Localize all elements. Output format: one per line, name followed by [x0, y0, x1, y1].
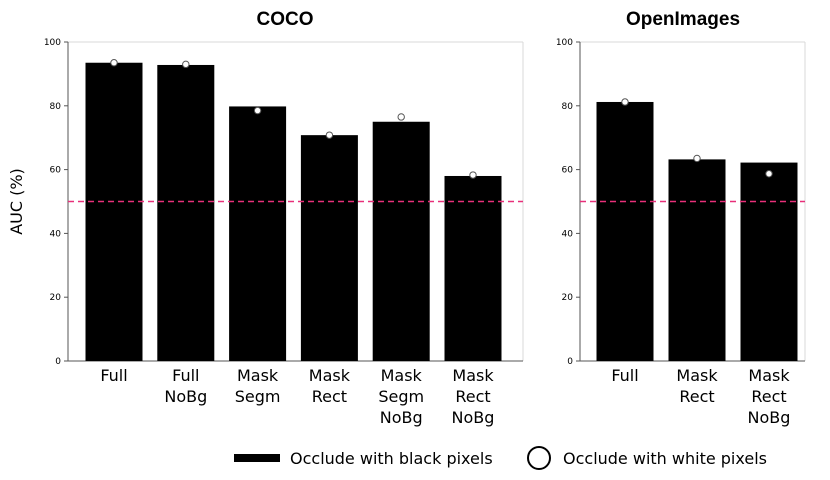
bar-black-3: [229, 106, 287, 361]
y-tick-label: 100: [44, 38, 61, 48]
y-tick-label: 20: [562, 293, 574, 303]
y-tick-label: 80: [562, 102, 574, 112]
x-tick-label: NoBg: [380, 408, 423, 427]
y-tick-label: 0: [55, 357, 61, 367]
x-tick-label: Rect: [679, 387, 714, 406]
bar-black-1: [85, 62, 143, 362]
y-axis-label: AUC (%): [7, 168, 26, 235]
x-tick-label: Rect: [455, 387, 490, 406]
y-tick-label: 0: [567, 357, 573, 367]
bar-black-5: [372, 121, 430, 361]
bar-black-2: [668, 159, 726, 361]
point-white-6: [469, 171, 477, 179]
x-tick-label: Full: [100, 366, 127, 385]
y-tick-label: 40: [50, 229, 62, 239]
x-tick-label: Mask: [381, 366, 423, 385]
legend-swatch-bar: [234, 454, 280, 462]
x-tick-label: Rect: [312, 387, 347, 406]
y-tick-label: 40: [562, 229, 574, 239]
legend-label-white: Occlude with white pixels: [563, 449, 767, 468]
x-tick-label: Segm: [378, 387, 424, 406]
x-tick-label: Full: [172, 366, 199, 385]
y-tick-label: 60: [562, 166, 574, 176]
x-tick-label: NoBg: [748, 408, 791, 427]
y-tick-label: 20: [50, 293, 62, 303]
legend: Occlude with black pixels Occlude with wh…: [234, 446, 767, 470]
x-tick-label: Segm: [235, 387, 281, 406]
legend-label-black: Occlude with black pixels: [290, 449, 493, 468]
x-tick-label: Mask: [309, 366, 351, 385]
x-tick-label: Mask: [452, 366, 494, 385]
y-tick-label: 60: [50, 166, 62, 176]
x-tick-label: Mask: [676, 366, 718, 385]
y-tick-label: 100: [556, 38, 573, 48]
bar-black-1: [596, 101, 654, 362]
x-tick-label: Mask: [748, 366, 790, 385]
bar-black-6: [444, 175, 502, 361]
point-white-1: [110, 59, 118, 67]
x-tick-label: NoBg: [164, 387, 207, 406]
point-white-3: [765, 170, 773, 178]
x-tick-label: Mask: [237, 366, 279, 385]
point-white-1: [621, 98, 629, 106]
x-tick-label: Rect: [751, 387, 786, 406]
point-white-3: [253, 106, 262, 115]
x-tick-label: NoBg: [452, 408, 495, 427]
bar-black-2: [157, 64, 215, 361]
bar-black-4: [300, 135, 358, 361]
point-white-2: [182, 60, 190, 69]
x-tick-label: Full: [611, 366, 638, 385]
point-white-5: [397, 113, 405, 121]
chart-title: COCO: [257, 9, 314, 30]
y-tick-label: 80: [50, 102, 62, 112]
chart-panel-1: 0 20 40 60 80 100 Full Full NoBg Mask Segm Mask Rect…: [7, 9, 524, 427]
legend-swatch-circle: [527, 446, 551, 470]
bar-black-3: [740, 162, 798, 361]
chart-panel-2: 0 20 40 60 80 100 Full Mask Rect Mask Rect NoBg Open…: [556, 9, 806, 427]
chart-title: OpenImages: [626, 9, 740, 30]
point-white-4: [325, 131, 334, 139]
point-white-2: [693, 154, 701, 163]
